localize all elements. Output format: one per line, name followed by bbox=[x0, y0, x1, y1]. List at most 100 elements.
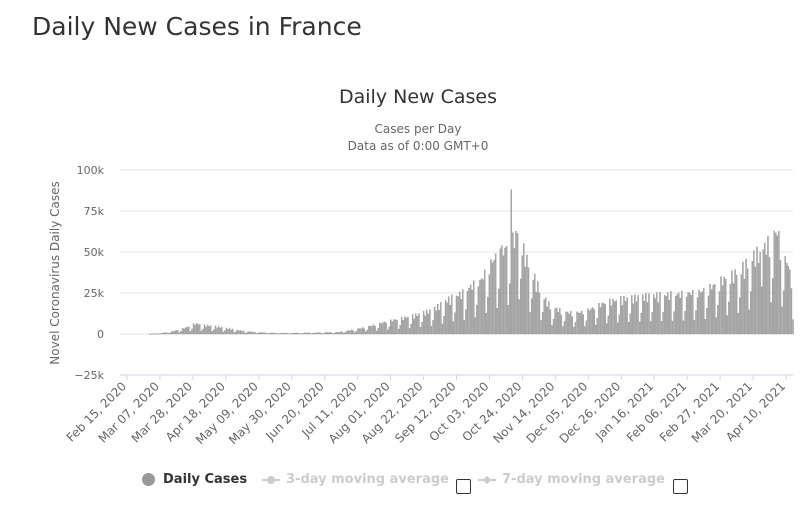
bar bbox=[659, 292, 661, 335]
bar bbox=[604, 303, 606, 335]
bar bbox=[554, 308, 556, 335]
bar bbox=[443, 315, 445, 335]
bar bbox=[751, 261, 754, 335]
bar bbox=[444, 300, 447, 335]
bar-series-daily-cases bbox=[149, 189, 794, 335]
bar bbox=[316, 332, 318, 335]
bar bbox=[300, 333, 303, 335]
bar bbox=[335, 332, 337, 335]
bar bbox=[350, 329, 353, 335]
bar bbox=[762, 249, 764, 335]
bar bbox=[626, 297, 628, 335]
bar bbox=[530, 298, 533, 335]
toggle-7-day-average-checkbox[interactable] bbox=[673, 479, 688, 494]
bar bbox=[283, 332, 286, 335]
bar bbox=[227, 329, 229, 335]
bar bbox=[490, 259, 492, 335]
bar bbox=[311, 333, 314, 335]
bar bbox=[458, 291, 461, 335]
bar bbox=[593, 309, 595, 335]
bar bbox=[150, 333, 153, 335]
bar bbox=[555, 307, 558, 335]
bar bbox=[269, 332, 271, 335]
bar bbox=[399, 325, 401, 335]
bar bbox=[480, 278, 483, 335]
bar bbox=[299, 333, 301, 335]
bar bbox=[620, 296, 622, 335]
bar bbox=[242, 330, 245, 335]
bar bbox=[615, 300, 617, 335]
bar bbox=[568, 313, 570, 335]
bar bbox=[653, 294, 655, 335]
bar bbox=[499, 248, 502, 335]
bar bbox=[656, 292, 658, 335]
bar bbox=[687, 292, 689, 335]
bar bbox=[521, 255, 523, 335]
bar bbox=[501, 245, 503, 335]
bar bbox=[239, 330, 242, 335]
bar bbox=[153, 333, 156, 335]
bar bbox=[657, 302, 660, 335]
bar bbox=[468, 287, 470, 335]
bar bbox=[211, 331, 214, 335]
bar bbox=[742, 261, 744, 335]
bar bbox=[465, 309, 467, 335]
bar bbox=[670, 291, 672, 335]
bar bbox=[413, 318, 415, 335]
bar bbox=[781, 306, 783, 335]
bar bbox=[573, 326, 575, 335]
bar bbox=[718, 291, 721, 335]
bar bbox=[693, 320, 696, 335]
chart-subtitle-line-1: Cases per Day bbox=[375, 122, 462, 136]
bar bbox=[734, 269, 736, 335]
bar bbox=[174, 330, 176, 335]
bar bbox=[156, 333, 159, 335]
legend-item-7-day-average[interactable]: 7-day moving average bbox=[478, 472, 665, 487]
bar bbox=[740, 274, 743, 335]
bar bbox=[433, 307, 436, 335]
bar bbox=[415, 313, 417, 335]
bar bbox=[765, 254, 768, 335]
bar bbox=[487, 296, 489, 335]
gridlines bbox=[120, 169, 793, 376]
bar bbox=[545, 297, 547, 335]
bar bbox=[296, 332, 298, 335]
bar bbox=[208, 326, 210, 335]
bar bbox=[172, 331, 174, 335]
bar bbox=[244, 332, 246, 335]
bar bbox=[241, 331, 243, 335]
bar bbox=[491, 262, 494, 335]
legend-label: 7-day moving average bbox=[502, 472, 665, 487]
bar bbox=[598, 303, 600, 335]
bar bbox=[236, 329, 239, 335]
legend-line-circle-icon bbox=[262, 475, 280, 484]
bar bbox=[319, 332, 322, 335]
bar bbox=[407, 316, 409, 335]
chart-legend: Daily Cases 3-day moving average 7-day m… bbox=[0, 472, 806, 496]
legend-item-3-day-average[interactable]: 3-day moving average bbox=[262, 472, 449, 487]
bar bbox=[662, 311, 664, 335]
toggle-3-day-average-checkbox[interactable] bbox=[456, 479, 471, 494]
bar bbox=[338, 332, 340, 335]
bar bbox=[784, 256, 786, 335]
bar bbox=[365, 331, 367, 335]
bar bbox=[181, 328, 184, 335]
bar bbox=[253, 331, 256, 335]
bar bbox=[266, 333, 268, 335]
legend-item-daily-cases[interactable]: Daily Cases bbox=[142, 472, 247, 487]
bar bbox=[368, 326, 370, 335]
chart-title: Daily New Cases bbox=[339, 86, 497, 108]
bar bbox=[601, 302, 603, 335]
bar bbox=[743, 279, 746, 335]
bar bbox=[756, 246, 758, 335]
bar bbox=[725, 278, 727, 335]
bar bbox=[621, 305, 624, 335]
bar bbox=[609, 298, 611, 335]
bar bbox=[527, 267, 530, 335]
bar bbox=[170, 331, 173, 335]
bar bbox=[779, 260, 782, 335]
bar bbox=[322, 333, 325, 335]
bar bbox=[418, 313, 420, 335]
bar bbox=[665, 296, 667, 335]
bar bbox=[640, 312, 642, 335]
